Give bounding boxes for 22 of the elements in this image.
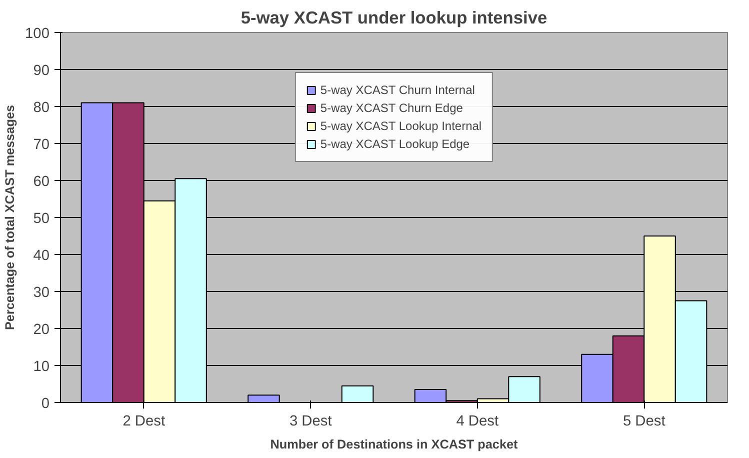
y-axis-title: Percentage of total XCAST messages bbox=[3, 104, 18, 330]
y-tick-label: 70 bbox=[33, 137, 50, 153]
legend-label: 5-way XCAST Lookup Edge bbox=[320, 137, 470, 151]
y-tick-label: 100 bbox=[25, 26, 50, 42]
legend-label: 5-way XCAST Churn Edge bbox=[320, 101, 463, 115]
y-tick-label: 20 bbox=[33, 322, 50, 338]
legend-label: 5-way XCAST Churn Internal bbox=[320, 83, 475, 97]
y-tick-label: 40 bbox=[33, 248, 50, 264]
x-tick-label: 5 Dest bbox=[622, 414, 666, 430]
chart-title: 5-way XCAST under lookup intensive bbox=[240, 8, 548, 28]
y-tick-label: 90 bbox=[33, 63, 50, 79]
y-tick-label: 30 bbox=[33, 285, 50, 301]
y-tick-label: 60 bbox=[33, 174, 50, 190]
x-axis-title: Number of Destinations in XCAST packet bbox=[270, 438, 519, 452]
x-tick-label: 2 Dest bbox=[122, 414, 166, 430]
x-tick-label: 3 Dest bbox=[289, 414, 332, 430]
legend-label: 5-way XCAST Lookup Internal bbox=[320, 119, 482, 133]
y-tick-label: 0 bbox=[41, 396, 50, 412]
x-tick-label: 4 Dest bbox=[456, 414, 499, 430]
y-tick-label: 50 bbox=[33, 211, 50, 227]
y-tick-label: 80 bbox=[33, 100, 50, 116]
y-tick-label: 10 bbox=[33, 359, 50, 375]
